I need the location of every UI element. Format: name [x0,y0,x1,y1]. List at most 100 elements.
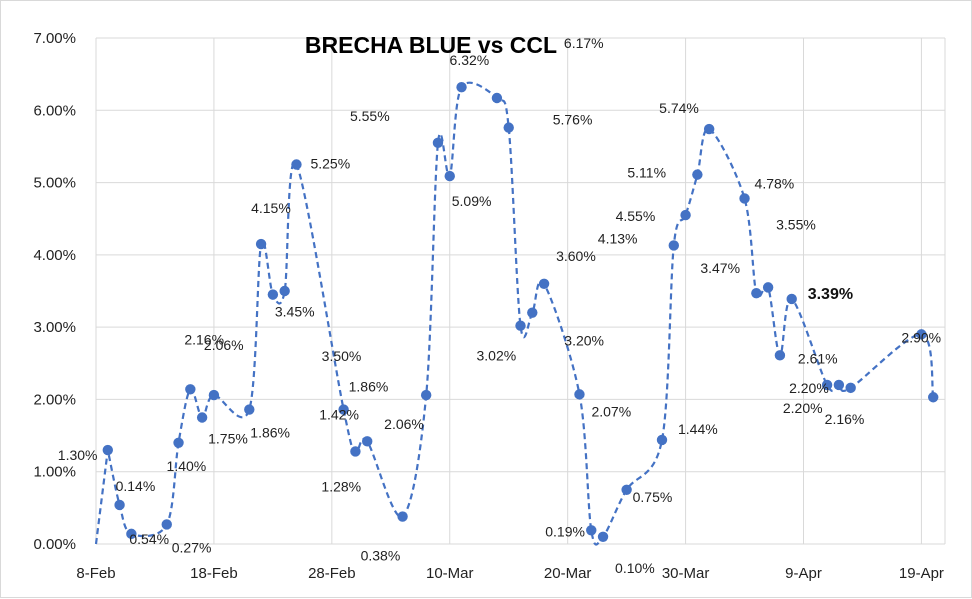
data-label: 4.78% [755,175,795,191]
chart-title: BRECHA BLUE vs CCL [305,32,557,58]
data-label: 0.27% [172,539,212,555]
y-tick-label: 1.00% [33,464,76,481]
data-point [928,392,939,403]
data-point [762,282,774,293]
data-label: 1.30% [58,447,98,463]
data-label: 5.09% [452,193,492,209]
y-tick-label: 4.00% [33,247,76,264]
data-point [444,170,455,182]
data-label: 2.16% [825,411,865,427]
data-point [432,137,444,149]
data-point [515,320,526,331]
data-label: 5.76% [553,112,593,128]
data-label: 3.60% [556,248,596,264]
x-tick-label: 19-Apr [899,565,944,582]
data-label: 3.20% [564,333,604,349]
data-label: 4.13% [598,230,638,246]
data-point [538,278,550,289]
data-label: 1.44% [678,421,718,437]
data-point [774,350,786,361]
data-point [786,293,797,305]
data-label: 4.15% [251,200,291,216]
data-label: 0.75% [633,489,673,505]
data-point [208,389,220,401]
data-point [845,382,856,394]
data-point [350,446,361,457]
data-label: 2.16% [184,331,224,347]
data-label: 1.75% [208,431,248,447]
data-label: 5.11% [627,165,666,181]
x-tick-label: 28-Feb [308,565,356,582]
data-label: 0.14% [116,478,156,494]
y-tick-label: 0.00% [33,536,76,553]
data-label: 2.06% [204,337,244,353]
data-point [656,434,668,446]
data-label: 5.74% [659,100,699,116]
x-tick-label: 8-Feb [76,565,115,582]
data-point [574,389,585,400]
data-label: 2.20% [789,380,829,396]
data-label: 5.55% [350,108,390,124]
data-point [597,531,609,542]
data-point [255,238,267,250]
data-point [503,122,514,133]
data-label: 1.42% [319,406,359,422]
data-point [751,287,762,299]
data-label: 1.86% [250,425,290,441]
data-point [397,511,408,522]
data-label: 0.19% [545,523,585,539]
data-label: 1.28% [321,478,361,494]
x-tick-label: 10-Mar [426,565,474,582]
data-label: 3.39% [808,286,853,303]
data-label: 2.20% [783,400,823,416]
x-tick-label: 9-Apr [785,565,822,582]
data-point [916,329,927,340]
data-label: 1.40% [167,458,207,474]
data-point [267,289,279,300]
data-point [527,307,538,318]
data-label: 4.55% [616,208,656,224]
data-point [244,404,255,415]
data-label: 0.38% [361,548,401,564]
data-label: 3.55% [776,216,816,232]
y-tick-label: 7.00% [33,30,76,47]
data-point [491,92,503,104]
data-label: 5.25% [310,156,350,172]
data-labels: 1.30% 0.14% 0.54%0.27% 1.40% 2.16% 1.75% 2.06%… [58,35,941,576]
y-axis: 0.00% 1.00% 2.00% 3.00% 4.00% 5.00% 6.00% 7.00% [33,30,76,553]
series [94,81,939,546]
x-tick-label: 30-Mar [662,565,710,582]
data-point [161,519,172,530]
data-point [821,379,833,391]
data-point [833,379,845,391]
data-label: 6.17% [564,35,604,51]
series-line [94,81,935,546]
data-label: 1.86% [349,379,389,395]
data-label: 2.07% [591,403,631,419]
data-point [456,81,467,93]
data-point [102,444,113,456]
data-label: 2.90% [901,329,941,345]
x-tick-label: 18-Feb [190,565,238,582]
data-label: 0.54% [129,531,169,547]
data-label: 2.61% [798,350,838,366]
data-label: 3.47% [700,260,740,276]
y-tick-label: 3.00% [33,319,76,336]
grid [95,37,946,545]
data-point [703,123,715,135]
data-point [185,384,196,395]
data-point [362,436,373,447]
data-label: 3.02% [477,348,517,364]
data-point [291,159,302,170]
data-point [420,389,432,401]
y-tick-label: 5.00% [33,175,76,192]
x-tick-label: 20-Mar [544,565,592,582]
data-point [279,285,290,297]
data-point [196,412,208,423]
y-tick-label: 6.00% [33,102,76,119]
data-point [680,209,691,221]
data-point [621,484,632,495]
data-label: 3.45% [275,304,315,320]
